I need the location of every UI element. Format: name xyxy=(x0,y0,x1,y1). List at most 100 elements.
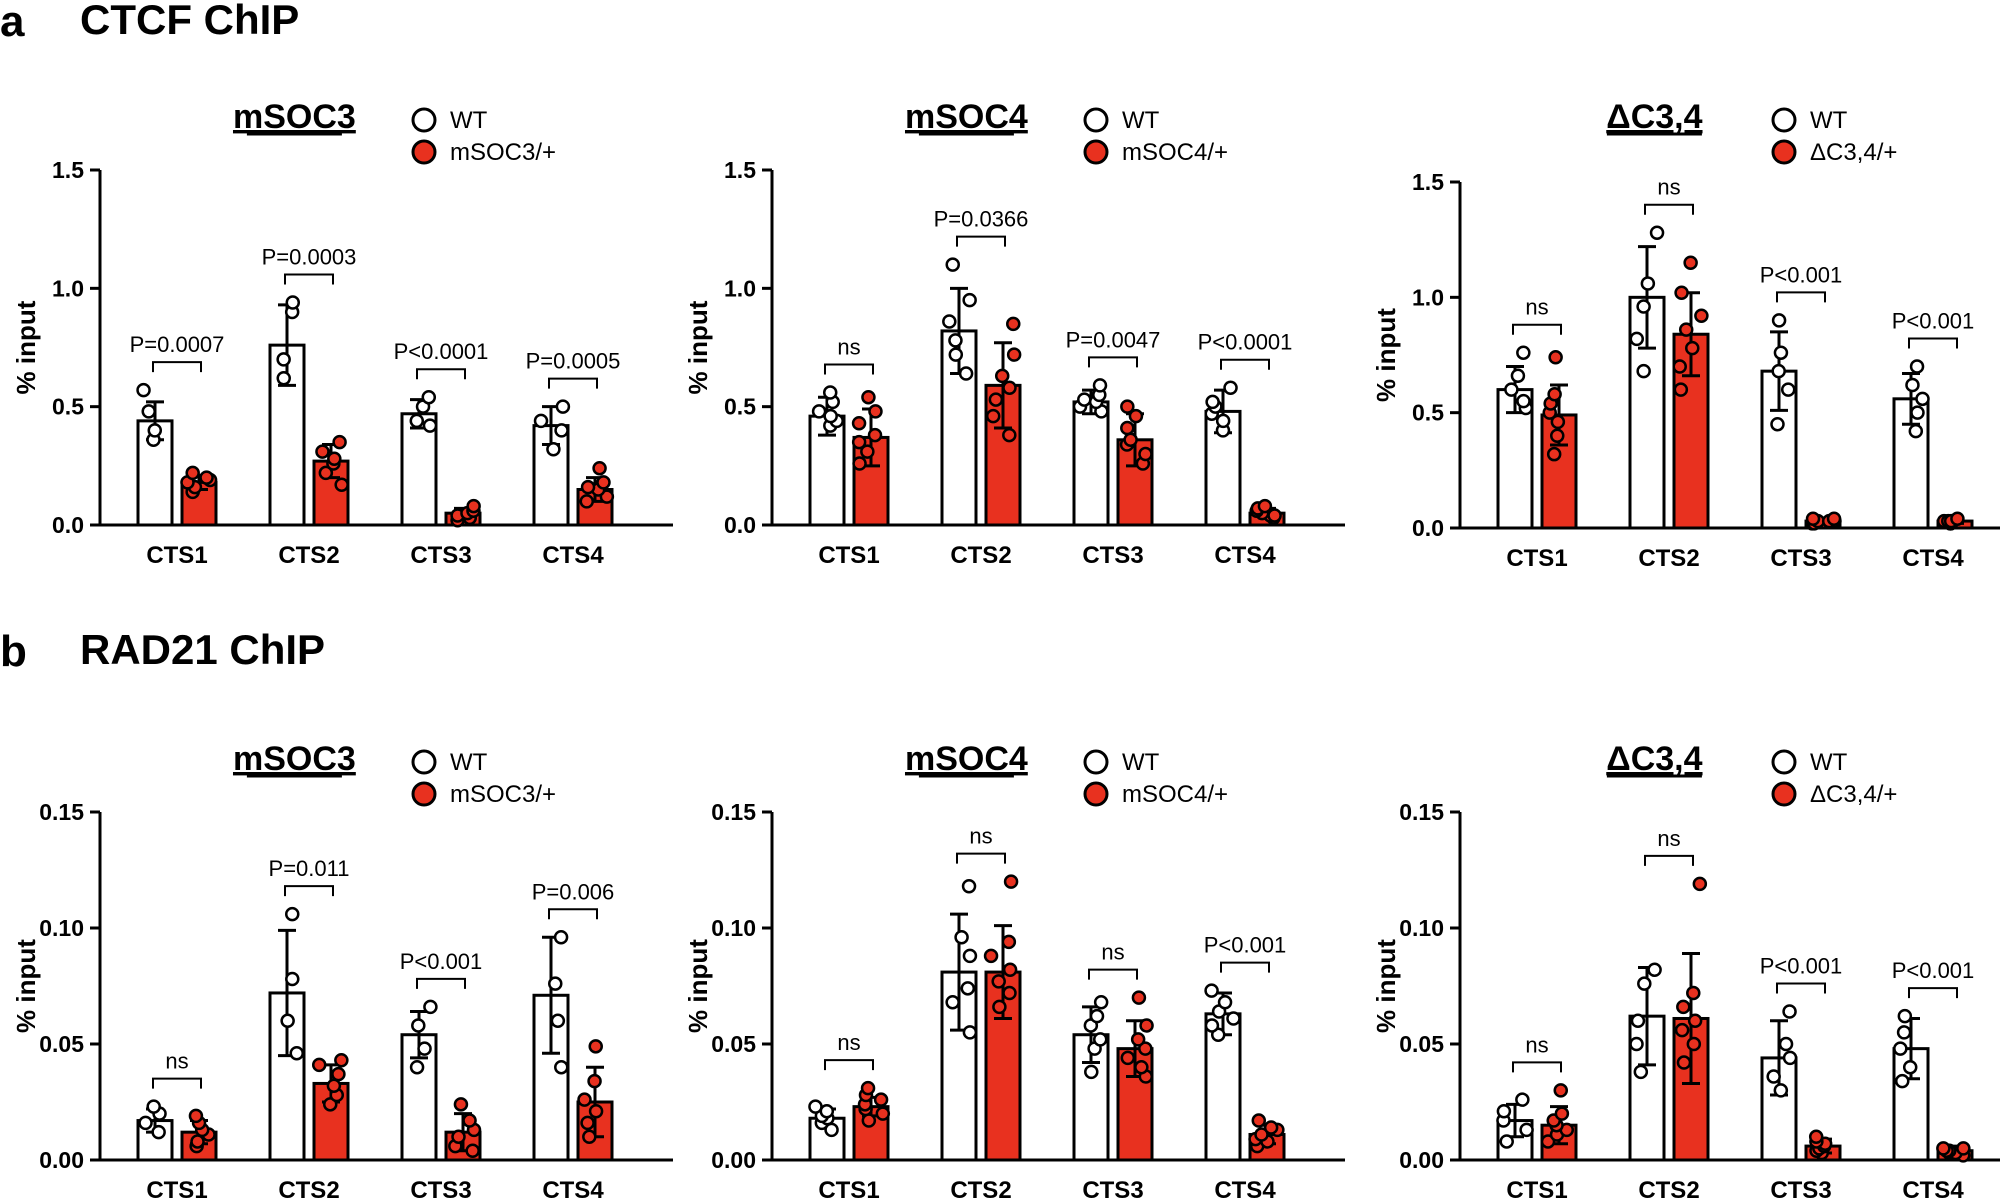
legend-marker-mut xyxy=(1771,781,1797,807)
data-point-wt xyxy=(422,418,438,433)
x-tick-label: CTS2 xyxy=(950,1177,1011,1202)
legend-label-wt: WT xyxy=(450,107,488,134)
data-point-wt xyxy=(945,257,960,272)
x-tick-label: CTS2 xyxy=(1638,1177,1699,1202)
chart-2: mSOC4 WT mSOC4/+ 0.0 0.5 1.0 1.5 % input CTS1 ns C… xyxy=(683,98,1345,569)
data-point-mut xyxy=(190,1134,205,1149)
data-point-mut xyxy=(1686,985,1701,1001)
significance-label: ns xyxy=(1657,175,1680,200)
data-point-wt xyxy=(1636,363,1651,379)
data-point-wt xyxy=(961,878,977,894)
data-point-wt xyxy=(1773,1083,1789,1098)
data-point-mut xyxy=(860,444,875,459)
data-point-mut xyxy=(1546,446,1562,462)
significance-label: P<0.0001 xyxy=(1198,330,1293,355)
data-point-mut xyxy=(1002,427,1017,443)
data-point-mut xyxy=(1553,1083,1569,1098)
legend-label-mut: mSOC4/+ xyxy=(1122,139,1228,166)
data-point-mut xyxy=(1956,1141,1971,1156)
legend-marker-mut xyxy=(1083,781,1109,807)
y-tick-label: 1.0 xyxy=(1412,284,1444,310)
data-point-wt xyxy=(1766,1069,1781,1084)
significance-label: P=0.011 xyxy=(269,856,350,881)
significance-bracket xyxy=(548,908,598,920)
significance-label: ns xyxy=(837,334,860,359)
significance-label: P<0.001 xyxy=(1892,309,1975,334)
data-point-mut xyxy=(332,434,347,450)
data-point-mut xyxy=(1950,511,1965,527)
x-tick-label: CTS4 xyxy=(542,542,604,569)
y-tick-label: 0.00 xyxy=(39,1147,84,1173)
data-point-wt xyxy=(1902,1059,1918,1075)
y-tick-label: 0.15 xyxy=(711,799,756,825)
data-point-wt xyxy=(280,1013,295,1029)
data-point-wt xyxy=(1630,1013,1646,1029)
x-tick-label: CTS3 xyxy=(1770,545,1831,572)
legend-marker-wt xyxy=(1083,107,1109,133)
y-tick-label: 0.5 xyxy=(724,394,756,420)
significance-bracket xyxy=(416,368,466,380)
legend-marker-mut xyxy=(411,139,437,165)
data-point-wt xyxy=(948,347,964,362)
data-point-wt xyxy=(958,366,974,381)
significance-bracket xyxy=(1776,291,1826,303)
significance-label: P<0.001 xyxy=(1204,933,1287,958)
data-point-mut xyxy=(873,1092,889,1107)
data-point-mut xyxy=(1001,934,1017,950)
legend-marker-wt xyxy=(1083,749,1109,775)
legend-marker-wt xyxy=(411,107,437,133)
significance-label: ns xyxy=(1525,295,1548,320)
data-point-mut xyxy=(1267,508,1282,523)
data-point-mut xyxy=(1692,876,1708,892)
data-point-mut xyxy=(596,475,611,490)
data-point-wt xyxy=(1510,368,1526,384)
data-point-wt xyxy=(1771,363,1786,379)
data-point-mut xyxy=(592,460,607,476)
y-tick-label: 1.5 xyxy=(1412,169,1444,195)
data-point-mut xyxy=(465,1143,480,1158)
data-point-mut xyxy=(1002,380,1017,395)
x-tick-label: CTS2 xyxy=(950,542,1011,569)
data-point-wt xyxy=(555,399,571,414)
data-point-wt xyxy=(962,292,977,308)
chart-title: mSOC3 xyxy=(233,740,356,778)
data-point-mut xyxy=(1002,962,1018,978)
legend-label-wt: WT xyxy=(1122,749,1160,776)
data-point-mut xyxy=(852,456,867,471)
data-point-mut xyxy=(1006,347,1022,362)
significance-bracket xyxy=(416,977,466,989)
data-point-mut xyxy=(867,427,883,443)
data-point-wt xyxy=(823,408,838,424)
significance-label: P=0.0007 xyxy=(130,332,225,357)
significance-label: P=0.0047 xyxy=(1066,327,1161,352)
data-point-wt xyxy=(276,352,291,367)
x-tick-label: CTS2 xyxy=(278,542,339,569)
data-point-mut xyxy=(985,408,1001,424)
panel-letter-b: b xyxy=(0,627,27,676)
data-point-wt xyxy=(409,1059,425,1075)
data-point-mut xyxy=(462,1113,477,1128)
data-point-mut xyxy=(988,392,1004,407)
data-point-wt xyxy=(1223,380,1238,395)
data-point-wt xyxy=(1504,382,1519,397)
chart-4: mSOC3 WT mSOC3/+ 0.00 0.05 0.10 0.15 % input CTS… xyxy=(11,740,673,1202)
y-tick-label: 0.10 xyxy=(39,915,84,941)
chart-title: mSOC4 xyxy=(905,740,1028,778)
x-tick-label: CTS3 xyxy=(410,542,471,569)
data-point-wt xyxy=(284,906,300,922)
data-point-wt xyxy=(962,948,978,964)
data-point-wt xyxy=(1909,359,1925,374)
data-point-wt xyxy=(138,1115,153,1131)
legend-label-mut: ΔC3,4/+ xyxy=(1810,139,1897,166)
data-point-wt xyxy=(1636,299,1651,314)
y-tick-label: 0.05 xyxy=(1399,1031,1444,1057)
data-point-mut xyxy=(1805,511,1821,527)
x-tick-label: CTS1 xyxy=(146,1177,207,1202)
data-point-wt xyxy=(1205,394,1220,410)
data-point-mut xyxy=(1120,420,1135,436)
data-point-mut xyxy=(1130,1032,1146,1047)
data-point-wt xyxy=(1780,382,1796,397)
data-point-mut xyxy=(580,1115,595,1131)
data-point-wt xyxy=(954,930,969,945)
panel-title-a: CTCF ChIP xyxy=(80,0,299,43)
